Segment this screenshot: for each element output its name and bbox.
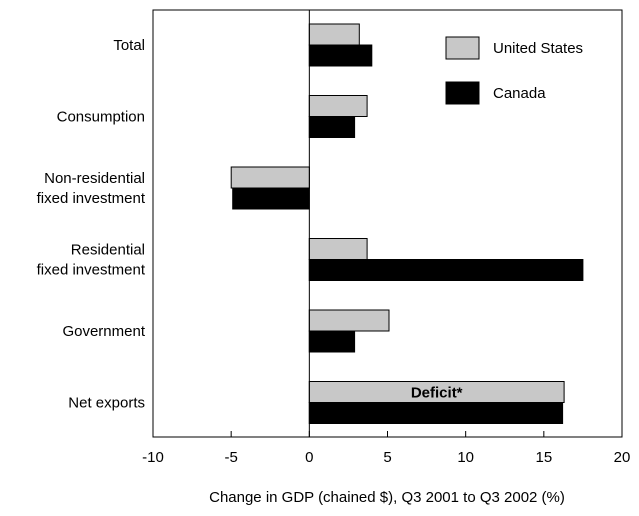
category-label: Non-residential [44, 170, 145, 187]
plot-area-frame [152, 9, 623, 438]
x-tick-label: 5 [383, 449, 391, 466]
category-label: Residential [71, 242, 145, 259]
legend-label: United States [493, 40, 583, 57]
bar-united-states-3 [308, 238, 368, 260]
category-labels: Total Consumption Non-residential fixed inv… [37, 37, 146, 412]
x-axis-label: Change in GDP (chained $), Q3 2001 to Q3… [209, 489, 565, 506]
bar-canada-3 [308, 259, 584, 281]
bar-canada-0 [308, 44, 373, 67]
bar-united-states-2 [230, 166, 310, 189]
category-label: Net exports [68, 395, 145, 412]
x-axis: -10 -5 0 5 10 15 20 [142, 431, 630, 466]
legend: United States Canada [445, 36, 583, 105]
category-label: Consumption [57, 109, 145, 126]
bar-canada-5 [308, 402, 564, 424]
category-label: fixed investment [37, 190, 146, 207]
category-label: Total [113, 37, 145, 54]
bar-united-states-0 [308, 23, 360, 46]
legend-label: Canada [493, 85, 546, 102]
bar-canada-4 [308, 330, 356, 353]
bar-canada-2 [232, 187, 310, 210]
x-tick-label: 20 [614, 449, 631, 466]
x-tick-label: -10 [142, 449, 164, 466]
x-tick-label: -5 [224, 449, 237, 466]
category-label: Government [62, 323, 145, 340]
annotations: Deficit* [411, 385, 463, 402]
legend-swatch [445, 81, 480, 105]
annotation-label: Deficit* [411, 385, 463, 402]
bar-united-states-1 [308, 95, 368, 117]
category-label: fixed investment [37, 262, 146, 279]
bar-canada-1 [308, 116, 356, 138]
x-tick-label: 10 [457, 449, 474, 466]
x-tick-label: 15 [535, 449, 552, 466]
legend-swatch [445, 36, 480, 60]
bar-united-states-4 [308, 309, 390, 332]
x-tick-label: 0 [305, 449, 313, 466]
